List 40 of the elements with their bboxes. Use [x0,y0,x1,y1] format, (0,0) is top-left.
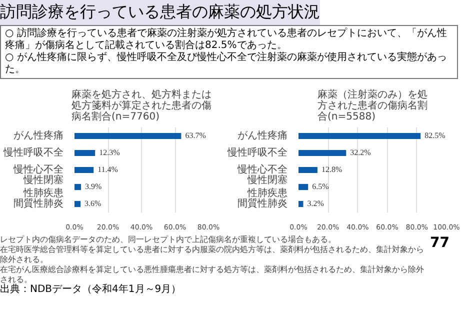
bar [74,200,81,208]
bar [298,184,308,190]
text: ○ がん性疼痛に限らず、慢性呼吸不全及び慢性心不全で注射薬の麻薬が使用されている実態があった。 [5,52,447,75]
bar [298,200,304,208]
y-tick-label: 慢性閉塞性肺疾患 [22,174,64,200]
text: 訪問診療を行っている患者の麻薬の処方状況 [0,0,320,25]
y-tick-label: 慢性呼吸不全 [2,146,64,158]
data-label: 6.5% [312,182,330,191]
chart-title: 麻薬を処方され、処方料または処方箋料が算定された患者の傷病名割合(n=7760) [72,88,212,122]
y-tick-label: 間質性肺炎 [14,198,64,210]
y-tick-label: 慢性心不全 [12,164,64,176]
data-label: 82.5% [424,131,446,140]
data-label: 11.4% [98,165,118,174]
y-tick-label: がん性疼痛 [14,130,64,142]
data-label: 12.3% [99,148,120,157]
text: 在宅がん医療総合診療料を算定している悪性腫瘍患者に対する処方等は、薬剤料が包括されるため、集計対象から除外される。 [0,265,424,284]
chart-title: 麻薬（注射薬のみ）を処方された患者の傷病名割合(n=5588) [318,88,428,122]
bar [74,132,182,140]
bar [74,166,94,174]
bar [298,132,421,140]
text: 在宅時医学総合管理料等を算定している患者に対する内服薬の院内処方等は、薬剤料が包括されるため、集計対象から除外される。 [0,245,424,264]
text: レセプト内の傷病名データのため、同一レセプト内で上記傷病名が重複している場合もある。 [0,235,336,244]
bar [74,150,96,156]
data-label: 32.2% [350,148,372,157]
bar [298,150,346,156]
text: ○ 訪問診療を行っている患者で麻薬の注射薬が処方されている患者のレセプトにおいて、「がん性疼痛」が傷病名として記載されている割合は82.5%であった。 [5,28,447,51]
y-tick-label: 慢性呼吸不全 [226,146,288,158]
data-label: 12.8% [321,165,342,174]
y-tick-label: 間質性肺炎 [238,198,288,210]
text: 77 [430,235,450,251]
data-label: 3.2% [307,199,324,208]
data-label: 63.7% [185,131,206,140]
data-label: 3.6% [84,199,102,208]
y-tick-label: 慢性閉塞性肺疾患 [246,174,288,200]
bar [74,184,82,190]
data-label: 3.9% [85,182,102,191]
y-tick-label: 慢性心不全 [236,164,288,176]
source-note: 出典：NDBデータ（令和4年1月～9月） [0,284,182,296]
y-tick-label: がん性疼痛 [238,130,288,142]
bar [298,166,318,174]
